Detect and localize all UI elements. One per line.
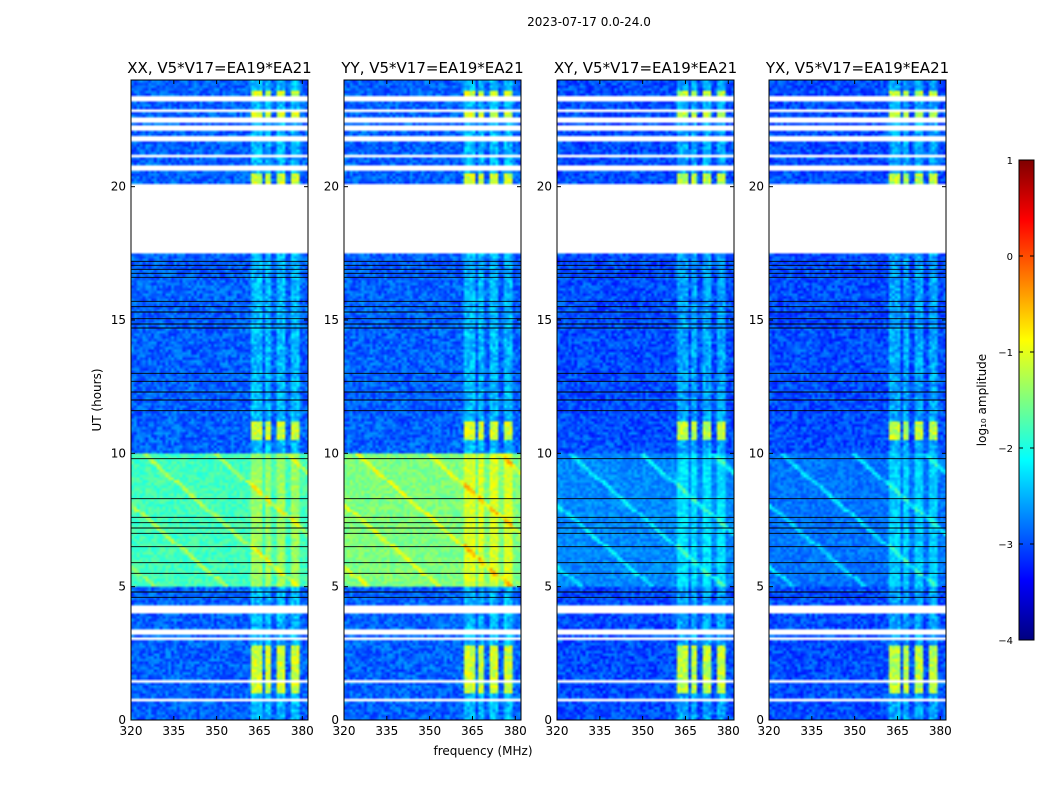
y-tick-label: 10 [537, 446, 552, 460]
x-tick-label: 320 [546, 724, 569, 738]
x-tick-label: 350 [631, 724, 654, 738]
y-tick-label: 0 [544, 713, 552, 727]
colorbar-tick-label: −4 [998, 636, 1013, 647]
colorbar-ticks: 1 0 −1 −2 −3 −4 [998, 156, 1034, 647]
y-tick-label: 15 [749, 313, 764, 327]
y-tick-label: 20 [324, 180, 339, 194]
x-tick-label: 335 [162, 724, 185, 738]
x-tick-label: 350 [843, 724, 866, 738]
panel-yy: YY, V5*V17=EA19*EA21 320 335 350 365 380 0 5 10 1… [324, 59, 527, 738]
x-tick-label: 320 [758, 724, 781, 738]
y-tick-label: 15 [111, 313, 126, 327]
x-tick-label: 365 [461, 724, 484, 738]
y-tick-label: 5 [544, 580, 552, 594]
y-tick-label: 5 [756, 580, 764, 594]
x-tick-label: 380 [291, 724, 314, 738]
y-tick-label: 15 [537, 313, 552, 327]
colorbar: 1 0 −1 −2 −3 −4 log₁₀ amplitude [975, 156, 1035, 647]
colorbar-tick-label: −2 [998, 444, 1013, 455]
x-tick-label: 320 [333, 724, 356, 738]
y-tick-label: 0 [118, 713, 126, 727]
x-tick-label: 380 [504, 724, 527, 738]
y-tick-label: 10 [749, 446, 764, 460]
x-tick-label: 380 [717, 724, 740, 738]
x-tick-label: 335 [375, 724, 398, 738]
x-tick-label: 335 [588, 724, 611, 738]
y-tick-label: 10 [324, 446, 339, 460]
panel-title: YX, V5*V17=EA19*EA21 [765, 59, 949, 77]
panel-title: XX, V5*V17=EA19*EA21 [127, 59, 311, 77]
y-tick-label: 20 [537, 180, 552, 194]
panels: XX, V5*V17=EA19*EA21 320 335 350 365 380 0 5 10 1… [111, 59, 952, 738]
axes-frame [768, 79, 947, 721]
y-tick-label: 5 [118, 580, 126, 594]
y-tick-label: 20 [749, 180, 764, 194]
colorbar-tick-label: −1 [998, 348, 1013, 359]
panel-xx: XX, V5*V17=EA19*EA21 320 335 350 365 380 0 5 10 1… [111, 59, 314, 738]
axes-frame [130, 79, 309, 721]
y-tick-label: 5 [331, 580, 339, 594]
colorbar-tick-label: −3 [998, 540, 1013, 551]
x-tick-label: 380 [929, 724, 952, 738]
colorbar-tick-label: 1 [1007, 156, 1013, 167]
colorbar-tick-label: 0 [1007, 252, 1013, 263]
y-tick-label: 0 [331, 713, 339, 727]
axes-frame [556, 79, 735, 721]
axes-frame [343, 79, 522, 721]
y-tick-label: 0 [756, 713, 764, 727]
y-tick-label: 15 [324, 313, 339, 327]
x-axis-label: frequency (MHz) [433, 744, 532, 758]
panel-title: YY, V5*V17=EA19*EA21 [340, 59, 523, 77]
x-tick-label: 365 [886, 724, 909, 738]
panel-xy: XY, V5*V17=EA19*EA21 320 335 350 365 380 0 5 10 1… [537, 59, 740, 738]
x-tick-label: 335 [800, 724, 823, 738]
colorbar-bar [1018, 159, 1035, 641]
x-tick-label: 350 [418, 724, 441, 738]
y-axis-label: UT (hours) [90, 368, 104, 431]
panel-title: XY, V5*V17=EA19*EA21 [554, 59, 737, 77]
figure-suptitle: 2023-07-17 0.0-24.0 [527, 15, 651, 29]
x-tick-label: 350 [205, 724, 228, 738]
x-tick-label: 365 [248, 724, 271, 738]
x-tick-label: 320 [120, 724, 143, 738]
y-tick-label: 20 [111, 180, 126, 194]
x-tick-label: 365 [674, 724, 697, 738]
panel-yx: YX, V5*V17=EA19*EA21 320 335 350 365 380 0 5 10 1… [749, 59, 952, 738]
y-tick-label: 10 [111, 446, 126, 460]
colorbar-label: log₁₀ amplitude [975, 354, 989, 446]
